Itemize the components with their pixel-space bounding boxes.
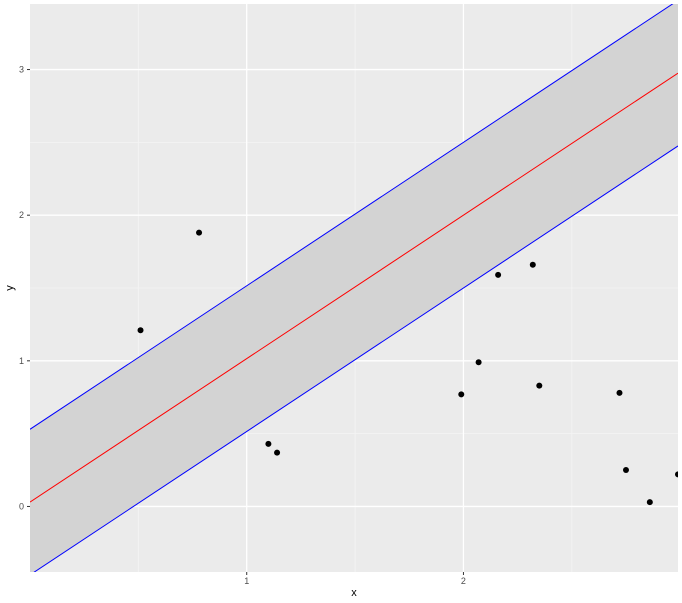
x-tick-label: 1: [244, 576, 249, 586]
data-point-13: [675, 471, 678, 478]
y-tick-label: 3: [19, 65, 24, 75]
data-point-8: [529, 261, 536, 268]
x-tick-label: 2: [461, 576, 466, 586]
data-point-6: [475, 359, 482, 366]
data-point-1: [137, 327, 144, 334]
lower-bound-line: [33, 145, 678, 572]
data-point-12: [646, 499, 653, 506]
data-point-7: [495, 271, 502, 278]
data-point-10: [616, 389, 623, 396]
data-points: [137, 229, 678, 506]
x-axis-title: x: [351, 587, 357, 599]
y-axis-title: y: [4, 285, 16, 291]
data-point-2: [196, 229, 203, 236]
upper-bound-line: [30, 4, 674, 430]
data-point-3: [265, 440, 272, 447]
data-point-9: [536, 382, 543, 389]
center-fit-line: [30, 72, 678, 503]
y-tick-label: 1: [19, 356, 24, 366]
data-point-11: [622, 467, 629, 474]
y-tick-label: 0: [19, 501, 24, 511]
fit-lines: [30, 4, 678, 572]
y-axis: 0 1 2 3: [19, 65, 30, 511]
data-point-5: [458, 391, 465, 398]
y-tick-label: 2: [19, 210, 24, 220]
data-point-4: [274, 449, 281, 456]
